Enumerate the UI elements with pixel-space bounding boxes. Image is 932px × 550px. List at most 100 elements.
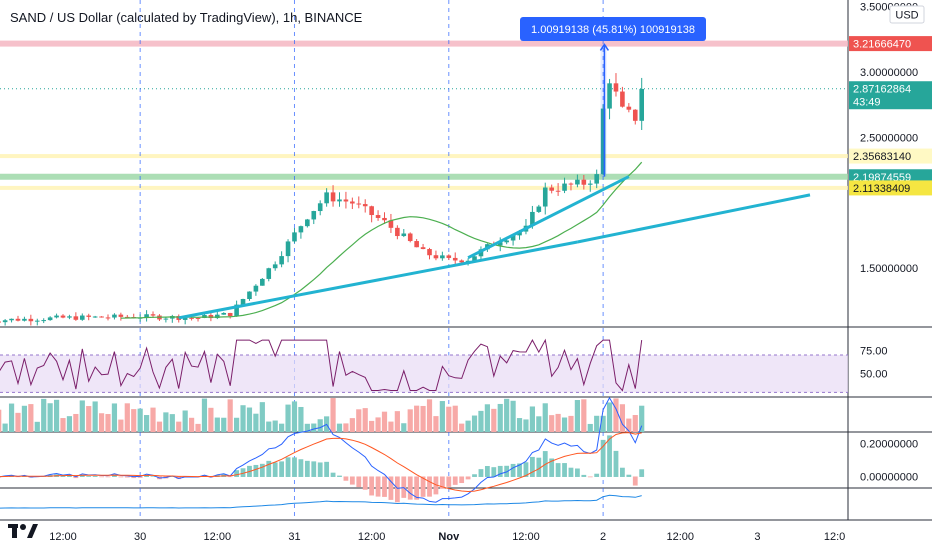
volume-bar	[510, 400, 516, 432]
macd-histogram-bar	[99, 476, 104, 478]
candle-body	[28, 318, 34, 322]
price-pane	[0, 43, 811, 326]
signal-line	[0, 432, 642, 493]
macd-histogram-bar	[459, 476, 465, 484]
volume-bar	[34, 421, 40, 432]
volume-bar	[549, 415, 555, 432]
volume-bar	[491, 408, 497, 432]
session-dividers	[139, 0, 604, 520]
level-band	[0, 154, 848, 159]
candle-body	[369, 206, 374, 216]
macd-histogram-bar	[337, 475, 342, 477]
price-tick-label: 3.00000000	[860, 67, 918, 79]
price-tag	[849, 36, 932, 52]
candle-body	[459, 260, 464, 263]
candle-body	[343, 199, 349, 202]
macd-histogram-bar	[600, 439, 606, 477]
volume-bar	[523, 419, 529, 432]
volume-bar	[47, 403, 53, 432]
volume-bar	[105, 414, 111, 432]
price-tag	[849, 81, 932, 110]
volume-bar	[594, 415, 600, 432]
time-tick-label: 12:00	[358, 531, 386, 543]
time-axis: 12:00 30 12:00 31 12:00 Nov 12:00 2 12:00 3 12:0	[49, 521, 932, 550]
macd-histogram-bar	[446, 476, 452, 487]
candle-body	[626, 106, 632, 110]
time-tick-label: 31	[288, 531, 300, 543]
candle-body	[285, 241, 291, 257]
price-tick-label: 2.50000000	[860, 132, 918, 144]
candle-body	[92, 316, 98, 318]
volume-bar	[246, 407, 253, 432]
macd-histogram-bar	[343, 476, 349, 481]
macd-histogram-bar	[150, 476, 156, 477]
candle-body	[497, 242, 503, 246]
macd-histogram-bar	[298, 459, 304, 477]
volume-bar	[349, 418, 355, 432]
volume-bar	[41, 398, 47, 432]
volume-bar	[452, 405, 458, 432]
time-tick-label: 30	[134, 531, 146, 543]
volume-bar	[111, 403, 118, 432]
candle-body	[613, 83, 619, 92]
candle-body	[562, 183, 567, 191]
volume-bar	[234, 417, 240, 432]
macd-histogram-bar	[626, 474, 632, 477]
volume-bar	[137, 408, 143, 432]
price-tag-label: 2.11338409	[853, 183, 910, 195]
price-tick-label: 1.50000000	[860, 263, 918, 275]
rsi-tick-label: 50.00	[860, 369, 888, 381]
macd-histogram-bar	[613, 450, 619, 477]
macd-histogram-bar	[330, 472, 336, 477]
macd-histogram-bar	[240, 468, 246, 477]
macd-histogram-bar	[639, 469, 645, 477]
candle-body	[600, 108, 606, 175]
macd-histogram-bar	[632, 476, 638, 486]
price-tag	[849, 180, 932, 196]
candle-body	[504, 240, 509, 243]
macd-histogram-bar	[394, 476, 400, 503]
candle-body	[22, 318, 27, 321]
macd-histogram-bar	[285, 457, 291, 477]
macd-histogram-bar	[176, 476, 182, 480]
macd-histogram-bar	[105, 476, 111, 478]
candle-body	[54, 315, 59, 318]
candle-body	[247, 291, 252, 300]
candle-body	[639, 88, 644, 121]
candle-body	[221, 312, 227, 315]
candle-body	[382, 217, 387, 221]
macd-histogram-bar	[478, 469, 484, 477]
macd-histogram-bar	[517, 463, 522, 477]
time-tick-label: 3	[754, 531, 760, 543]
macd-histogram-bar	[568, 467, 574, 477]
volume-bar	[478, 410, 484, 432]
candle-body	[594, 174, 599, 184]
candle-body	[472, 256, 477, 261]
candle-body	[125, 316, 130, 318]
candle-body	[272, 264, 278, 269]
volume-bar	[401, 423, 407, 432]
candle-body	[620, 91, 625, 107]
candle-body	[2, 320, 8, 323]
volume-bar	[613, 398, 619, 432]
candle-body	[253, 285, 259, 292]
candle-body	[240, 299, 246, 305]
currency-button[interactable]: USD	[889, 5, 925, 24]
volume-bar	[439, 401, 445, 432]
macd-histogram-bar	[491, 467, 497, 477]
volume-bar	[343, 423, 349, 432]
tradingview-logo[interactable]	[8, 520, 42, 542]
macd-histogram-bar	[465, 476, 471, 480]
macd-histogram-bar	[581, 474, 587, 477]
volume-bar	[484, 404, 490, 432]
volume-bar	[279, 423, 285, 432]
volume-bar	[542, 403, 548, 432]
volume-bar	[298, 406, 304, 432]
candle-body	[189, 317, 194, 319]
volume-bar	[28, 404, 34, 432]
macd-histogram-bar	[279, 461, 285, 477]
volume-bar	[86, 406, 92, 432]
macd-histogram-bar	[144, 475, 149, 477]
